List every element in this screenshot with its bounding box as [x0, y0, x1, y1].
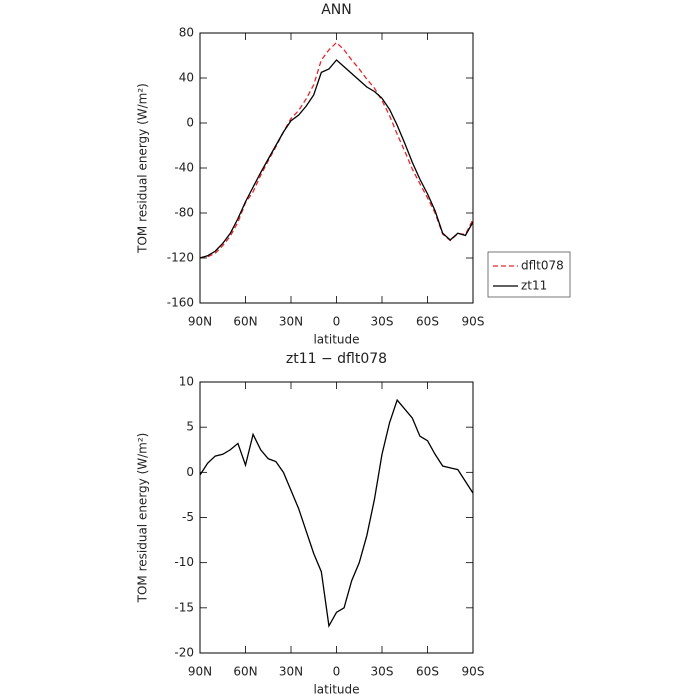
- y-tick-label: -10: [174, 555, 194, 569]
- data-line: [199, 59, 474, 259]
- plot-frame: [199, 32, 474, 304]
- data-line: [199, 41, 474, 259]
- x-tick-label: 90S: [462, 665, 485, 679]
- x-tick-label: 30N: [279, 315, 303, 329]
- y-axis-label: TOM residual energy (W/m²): [136, 433, 150, 604]
- y-tick-label: -15: [174, 600, 194, 614]
- y-tick-label: 80: [179, 26, 194, 40]
- y-tick-label: 0: [186, 116, 194, 130]
- y-tick-label: -160: [167, 296, 194, 310]
- data-line: [199, 398, 474, 628]
- legend-box: [487, 251, 571, 298]
- plot-frame: [199, 381, 474, 654]
- x-axis-label: latitude: [313, 333, 359, 347]
- y-tick-label: -5: [182, 510, 194, 524]
- y-tick-label: -20: [174, 646, 194, 660]
- y-tick-label: 10: [179, 375, 194, 389]
- y-axis-label: TOM residual energy (W/m²): [136, 83, 150, 254]
- y-tick-label: -80: [174, 206, 194, 220]
- legend-label: dflt078: [521, 259, 564, 273]
- x-tick-label: 0: [333, 315, 341, 329]
- x-tick-label: 90N: [188, 315, 212, 329]
- y-tick-label: 5: [186, 420, 194, 434]
- x-tick-label: 0: [333, 665, 341, 679]
- y-tick-label: 40: [179, 71, 194, 85]
- x-tick-label: 60N: [233, 315, 257, 329]
- x-tick-label: 60N: [233, 665, 257, 679]
- legend-label: zt11: [521, 279, 547, 293]
- x-tick-label: 90S: [462, 315, 485, 329]
- x-tick-label: 90N: [188, 665, 212, 679]
- x-tick-label: 30S: [371, 315, 394, 329]
- x-tick-label: 60S: [416, 665, 439, 679]
- chart-title: zt11 − dflt078: [286, 351, 387, 367]
- x-tick-label: 30N: [279, 665, 303, 679]
- x-tick-label: 60S: [416, 315, 439, 329]
- x-axis-label: latitude: [313, 683, 359, 697]
- y-tick-label: 0: [186, 465, 194, 479]
- chart-title: ANN: [321, 2, 352, 18]
- y-tick-label: -40: [174, 161, 194, 175]
- y-tick-label: -120: [167, 251, 194, 265]
- x-tick-label: 30S: [371, 665, 394, 679]
